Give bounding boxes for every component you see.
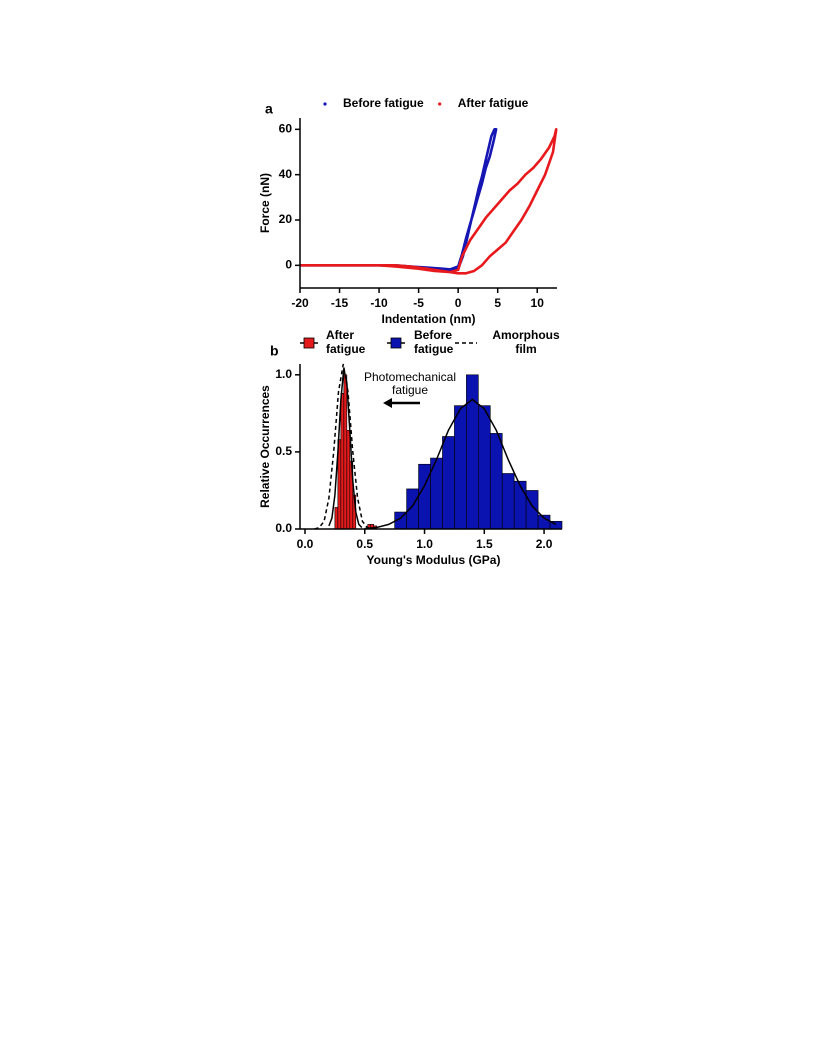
y-tick-label: 0.0 bbox=[275, 521, 292, 535]
x-tick-label: 0 bbox=[455, 296, 462, 310]
legend-label: Before fatigue bbox=[414, 328, 454, 356]
legend-marker bbox=[438, 102, 442, 106]
x-axis-title: Young's Modulus (GPa) bbox=[367, 553, 501, 567]
x-tick-label: 1.0 bbox=[416, 537, 433, 551]
x-tick-label: 0.0 bbox=[297, 537, 314, 551]
panel-label: a bbox=[265, 101, 273, 117]
legend-marker bbox=[390, 337, 402, 349]
x-tick-label: -10 bbox=[370, 296, 388, 310]
bar bbox=[406, 488, 419, 530]
bar bbox=[478, 405, 491, 530]
y-tick-label: 1.0 bbox=[275, 367, 292, 381]
arrow-head bbox=[383, 398, 392, 408]
bar bbox=[346, 430, 351, 530]
fit-line bbox=[364, 398, 557, 530]
bar bbox=[334, 507, 339, 530]
y-tick-label: 40 bbox=[279, 167, 293, 181]
bar bbox=[343, 374, 348, 530]
x-tick-label: -15 bbox=[331, 296, 349, 310]
y-axis-title: Force (nN) bbox=[258, 173, 272, 233]
x-axis-title: Indentation (nm) bbox=[382, 312, 476, 326]
y-tick-label: 0.5 bbox=[275, 444, 292, 458]
legend-marker bbox=[323, 102, 327, 106]
y-tick-label: 20 bbox=[279, 212, 293, 226]
panel-label: b bbox=[270, 343, 279, 359]
x-tick-label: 10 bbox=[531, 296, 545, 310]
legend-marker bbox=[303, 337, 315, 349]
data-line bbox=[300, 128, 558, 275]
x-tick-label: -20 bbox=[291, 296, 309, 310]
y-tick-label: 60 bbox=[279, 122, 293, 136]
bar bbox=[466, 374, 479, 530]
y-axis-title: Relative Occurrences bbox=[258, 385, 272, 508]
data-line bbox=[314, 363, 373, 530]
legend-label: Amorphous film bbox=[492, 328, 560, 356]
bar bbox=[418, 463, 431, 530]
x-tick-label: 0.5 bbox=[356, 537, 373, 551]
legend-label: After fatigue bbox=[326, 328, 366, 356]
x-tick-label: 5 bbox=[494, 296, 501, 310]
annotation: Photomechanical fatigue bbox=[363, 370, 457, 397]
x-tick-label: 1.5 bbox=[476, 537, 493, 551]
bar bbox=[340, 392, 345, 530]
bar bbox=[442, 436, 455, 530]
bar bbox=[513, 480, 527, 530]
x-tick-label: 2.0 bbox=[536, 537, 553, 551]
legend-label: Before fatigue bbox=[343, 96, 424, 110]
legend-label: After fatigue bbox=[458, 96, 529, 110]
x-tick-label: -5 bbox=[413, 296, 424, 310]
y-tick-label: 0 bbox=[285, 258, 292, 272]
bar bbox=[454, 405, 467, 530]
bar bbox=[489, 433, 503, 530]
bar bbox=[501, 473, 515, 530]
